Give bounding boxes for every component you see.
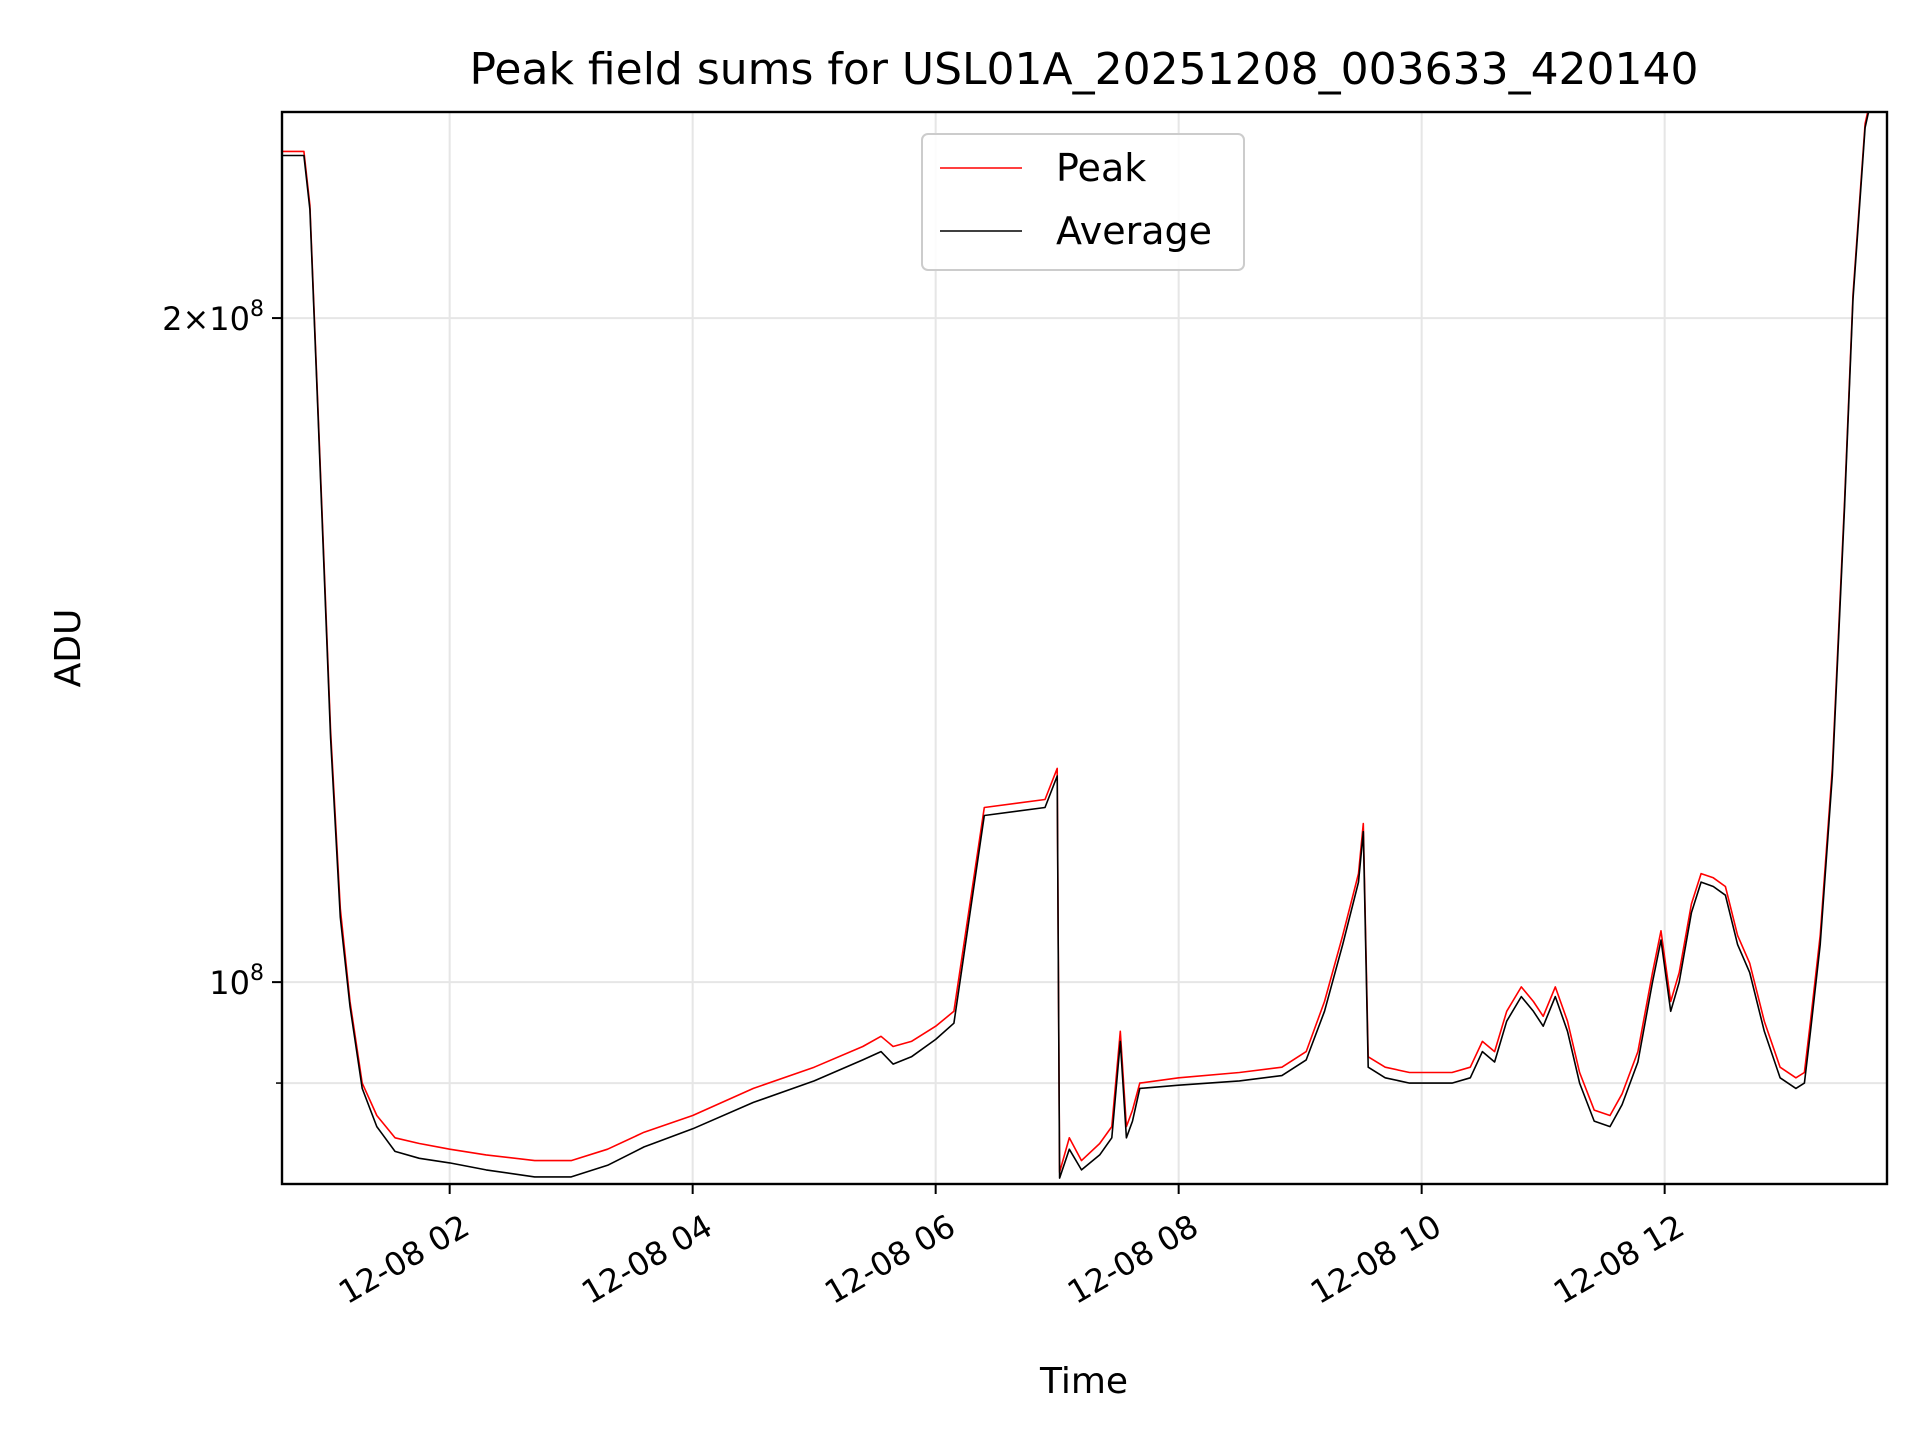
series-line-peak [282, 112, 1869, 1173]
chart-title: Peak field sums for USL01A_20251208_0036… [469, 44, 1698, 95]
legend-peak-label: Peak [1056, 146, 1146, 190]
x-axis-label: Time [1039, 1361, 1128, 1402]
legend-average-label: Average [1056, 209, 1212, 253]
y-tick-label: 2×108 [162, 297, 264, 338]
series-layer [282, 112, 1870, 1179]
legend: Peak Average [921, 133, 1245, 271]
y-axis-label: ADU [48, 609, 89, 688]
grid [282, 112, 1887, 1184]
series-line-average [282, 112, 1870, 1179]
y-tick-label: 108 [209, 961, 264, 1002]
plot-frame [280, 110, 1889, 1186]
